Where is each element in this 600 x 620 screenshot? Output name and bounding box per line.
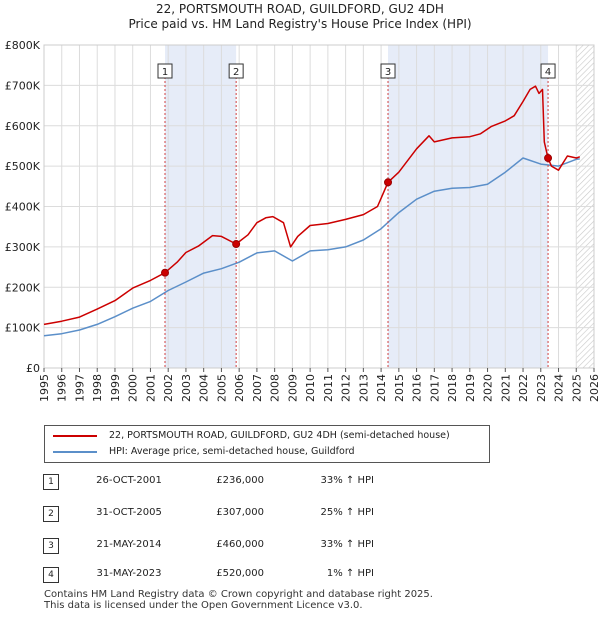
plot-frame [43,44,595,369]
x-tick-label: 2003 [180,374,193,402]
sale-price: £307,000 [216,507,264,518]
x-tick-label: 2026 [588,374,600,402]
x-tick-label: 2013 [357,374,370,402]
sale-date: 31-MAY-2023 [96,568,162,579]
y-tick-label: £100K [5,322,41,335]
footer-copyright: Contains HM Land Registry data © Crown c… [44,589,433,600]
x-tick-label: 2021 [499,374,512,402]
x-tick-label: 2000 [127,374,140,402]
sale-number-badge: 4 [43,567,59,583]
sale-hpi-change: 33% ↑ HPI [320,475,374,486]
sale-hpi-change: 25% ↑ HPI [320,507,374,518]
y-tick-label: £800K [5,39,41,52]
x-tick-label: 1997 [73,374,86,402]
footer-license: This data is licensed under the Open Gov… [44,600,363,611]
y-tick-label: £500K [5,160,41,173]
x-tick-label: 2017 [428,374,441,402]
y-tick-label: £0 [26,362,40,375]
table-row: 1 26-OCT-2001 £236,000 33% ↑ HPI [0,471,600,491]
legend: 22, PORTSMOUTH ROAD, GUILDFORD, GU2 4DH … [44,425,490,463]
sale-label-text: 1 [162,67,168,78]
x-tick-label: 2024 [553,374,566,402]
legend-swatch-property [53,435,97,437]
sale-point [161,268,169,277]
x-tick-label: 2009 [286,374,299,402]
x-tick-label: 2001 [144,374,157,402]
legend-swatch-hpi [53,451,97,453]
x-tick-label: 2004 [198,374,211,402]
sale-price: £236,000 [216,475,264,486]
x-tick-label: 2022 [517,374,530,402]
sale-number-badge: 2 [43,506,59,522]
y-tick-label: £700K [5,79,41,92]
x-tick-label: 2020 [482,374,495,402]
y-tick-label: £300K [5,241,41,254]
sale-label-text: 4 [545,67,551,78]
sale-label-box [157,63,173,79]
y-tick-label: £400K [5,201,41,214]
x-tick-label: 2025 [570,374,583,402]
chart-title: 22, PORTSMOUTH ROAD, GUILDFORD, GU2 4DH [156,2,444,16]
sale-label-box [380,63,396,79]
x-tick-label: 2014 [375,374,388,402]
sale-point [384,178,393,187]
footer: Contains HM Land Registry data © Crown c… [44,589,433,611]
table-row: 4 31-MAY-2023 £520,000 1% ↑ HPI [0,564,600,584]
x-tick-label: 2019 [464,374,477,402]
sale-label-box [540,63,556,79]
sale-date: 31-OCT-2005 [96,507,162,518]
x-tick-label: 1998 [91,374,104,402]
property-price-line [43,85,581,326]
chart-subtitle: Price paid vs. HM Land Registry's House … [128,17,472,31]
x-tick-label: 2007 [251,374,264,402]
sale-date: 21-MAY-2014 [96,539,162,550]
x-tick-label: 2016 [411,374,424,402]
sale-point [232,240,241,249]
x-tick-label: 2011 [322,374,335,402]
sale-hpi-change: 33% ↑ HPI [320,539,374,550]
x-tick-label: 2018 [446,374,459,402]
sale-hpi-change: 1% ↑ HPI [326,568,374,579]
sale-label-box [228,63,244,79]
sale-price: £520,000 [216,568,264,579]
x-tick-label: 2015 [393,374,406,402]
sale-price: £460,000 [216,539,264,550]
sale-label-text: 3 [385,67,391,78]
y-tick-label: £600K [5,120,41,133]
x-tick-label: 2010 [304,374,317,402]
sale-label-text: 2 [233,67,239,78]
legend-label-property: 22, PORTSMOUTH ROAD, GUILDFORD, GU2 4DH … [109,430,450,441]
sale-point [544,154,553,163]
x-tick-label: 1996 [56,374,69,402]
legend-label-hpi: HPI: Average price, semi-detached house,… [109,446,355,457]
table-row: 3 21-MAY-2014 £460,000 33% ↑ HPI [0,535,600,555]
x-tick-label: 2012 [340,374,353,402]
hpi-line [43,157,580,337]
x-tick-label: 2002 [162,374,175,402]
x-tick-label: 1999 [109,374,122,402]
y-tick-label: £200K [5,281,41,294]
sale-number-badge: 1 [43,474,59,490]
x-tick-label: 2023 [535,374,548,402]
sale-date: 26-OCT-2001 [96,475,162,486]
sale-number-badge: 3 [43,538,59,554]
x-tick-label: 2006 [233,374,246,402]
x-tick-label: 1995 [38,374,51,402]
price-chart: £0 £100K £200K £300K £400K £500K £600K £700K £80… [5,39,600,402]
table-row: 2 31-OCT-2005 £307,000 25% ↑ HPI [0,503,600,523]
x-tick-label: 2008 [269,374,282,402]
x-tick-label: 2005 [215,374,228,402]
